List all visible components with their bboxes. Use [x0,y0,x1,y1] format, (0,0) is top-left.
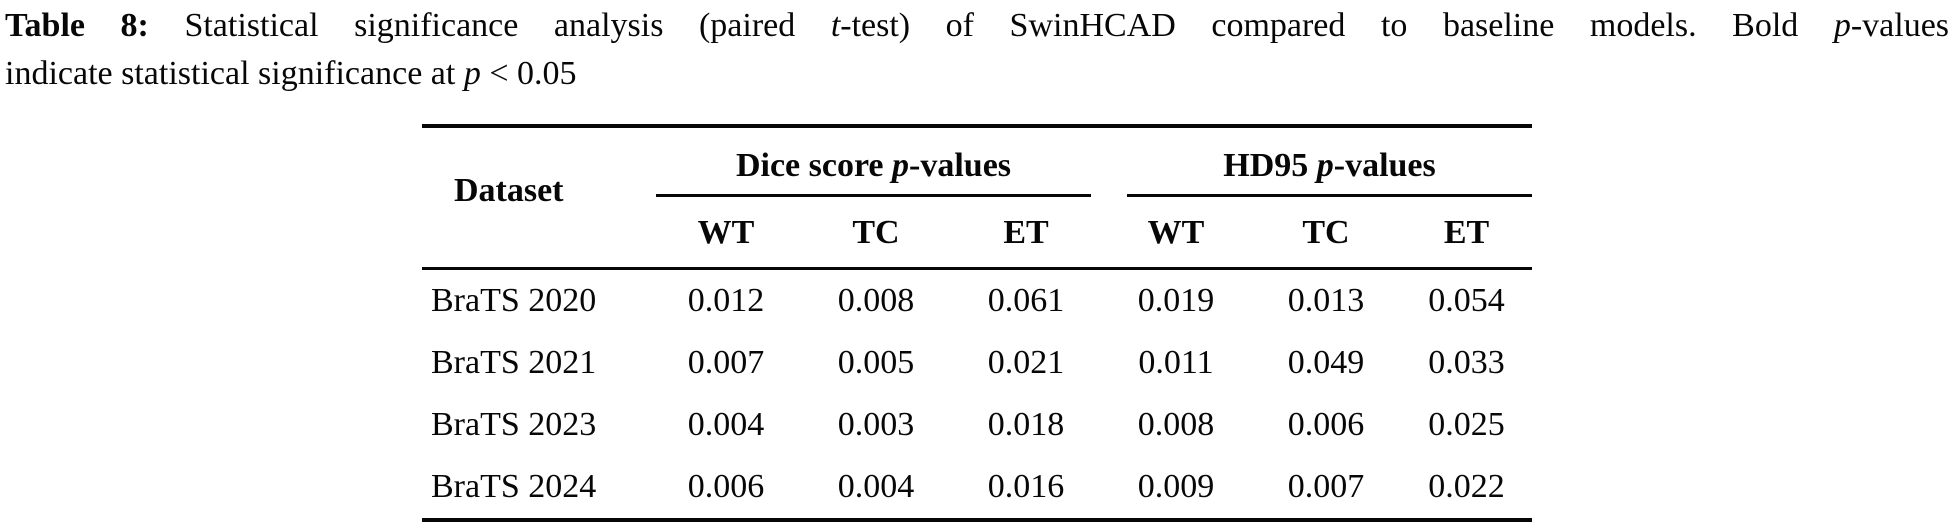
col-header-hd95-tc: TC [1251,197,1401,270]
cell-value: 0.021 [987,344,1065,381]
significance-table: Dataset Dice score p-values HD95 p-value… [421,124,1532,522]
row-label: BraTS 2023 [430,406,597,443]
row-label: BraTS 2024 [430,468,597,505]
table-row: BraTS 2021 0.007 0.005 0.021 0.011 0.049… [422,332,1532,394]
cell-value: 0.007 [1287,468,1365,505]
cell-value: 0.012 [687,282,765,319]
cell-value: 0.018 [987,406,1065,443]
col-group-dice: Dice score p-values [651,126,1101,197]
group-label-italic-p: p [892,147,910,184]
caption-italic-p: p [463,55,481,92]
col-group-hd95: HD95 p-values [1101,126,1532,197]
col-header-dataset: Dataset [421,126,651,270]
caption-text: indicate statistical significance at [5,55,464,92]
row-label: BraTS 2020 [430,282,597,319]
cell-value: 0.033 [1428,344,1505,381]
cell-value: 0.054 [1428,282,1505,319]
col-header-dice-et: ET [950,197,1101,270]
cell-value: 0.004 [837,468,915,505]
table-row: BraTS 2020 0.012 0.008 0.061 0.019 0.013… [422,269,1532,333]
table-row: BraTS 2023 0.004 0.003 0.018 0.008 0.006… [422,394,1532,456]
cell-value: 0.006 [687,468,765,505]
cell-value: 0.025 [1428,406,1505,443]
group-label-text: HD95 [1223,147,1317,184]
col-header-hd95-wt: WT [1101,197,1251,270]
cell-value: 0.008 [837,282,915,319]
table-caption: Table 8: Statistical significance analys… [0,0,1954,98]
cell-value: 0.016 [987,468,1065,505]
caption-text: -test) of SwinHCAD compared to baseline … [840,7,1834,44]
col-header-dice-wt: WT [650,197,801,270]
cell-value: 0.019 [1137,282,1215,319]
table-row: BraTS 2024 0.006 0.004 0.016 0.009 0.007… [422,456,1532,520]
table-caption-line1: Table 8: Statistical significance analys… [5,2,1949,50]
cell-value: 0.011 [1138,344,1214,381]
cell-value: 0.006 [1287,406,1365,443]
table-caption-line2: indicate statistical significance at p <… [5,50,1949,98]
cell-value: 0.008 [1137,406,1215,443]
cell-value: 0.022 [1428,468,1505,505]
cell-value: 0.013 [1287,282,1365,319]
caption-text: Statistical significance analysis (paire… [148,7,831,44]
cell-value: 0.007 [687,344,765,381]
col-header-hd95-et: ET [1401,197,1532,270]
caption-italic-p: p [1833,7,1851,44]
cell-value: 0.004 [687,406,765,443]
caption-italic-t: t [830,7,841,44]
table-caption-label: Table 8: [5,7,149,44]
caption-text: < 0.05 [480,55,577,92]
group-label-italic-p: p [1316,147,1334,184]
cell-value: 0.049 [1287,344,1365,381]
caption-text: -values [1850,7,1950,44]
group-label-text: -values [909,147,1012,184]
col-group-dice-label: Dice score p-values [655,128,1091,197]
group-label-text: Dice score [735,147,893,184]
sub-header-row: WT TC ET WT TC ET [422,197,1532,270]
cell-value: 0.003 [837,406,915,443]
col-group-hd95-label: HD95 p-values [1127,128,1532,197]
group-header-row: Dataset Dice score p-values HD95 p-value… [421,126,1532,270]
row-label: BraTS 2021 [430,344,597,381]
cell-value: 0.061 [987,282,1065,319]
group-label-text: -values [1333,147,1436,184]
col-header-dice-tc: TC [800,197,951,270]
cell-value: 0.009 [1137,468,1215,505]
cell-value: 0.005 [837,344,915,381]
